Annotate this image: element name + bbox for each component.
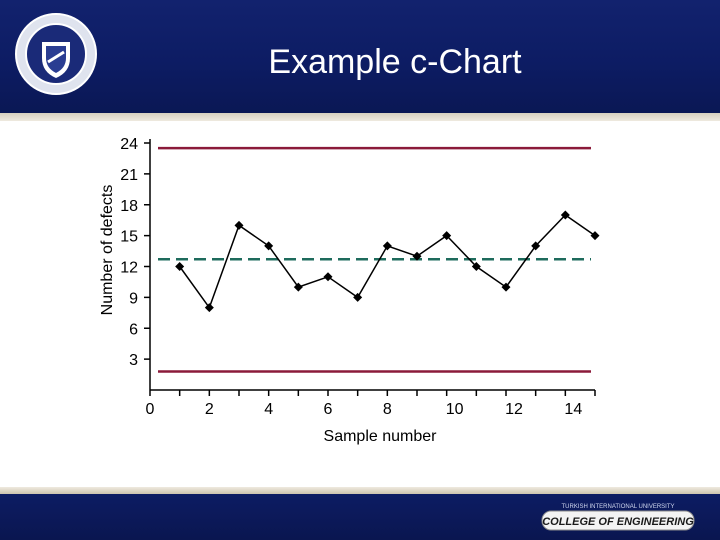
footer-logo-main-text: COLLEGE OF ENGINEERING <box>542 516 694 528</box>
data-point <box>442 231 452 241</box>
x-tick-label: 2 <box>205 401 214 418</box>
y-tick-label: 6 <box>129 321 138 338</box>
control-limit-lines <box>158 146 591 373</box>
college-of-engineering-logo: TURKISH INTERNATIONAL UNIVERSITY COLLEGE… <box>541 504 695 531</box>
data-point <box>590 231 600 241</box>
data-point <box>412 251 422 261</box>
x-tick-label: 8 <box>383 401 392 418</box>
slide-header <box>0 0 720 117</box>
data-point <box>531 241 541 251</box>
x-tick-label: 14 <box>564 401 582 418</box>
y-tick-label: 24 <box>120 136 138 153</box>
series-line <box>179 214 596 310</box>
y-tick-label: 12 <box>120 260 138 277</box>
y-axis-title: Number of defects <box>99 185 116 316</box>
data-point <box>264 241 274 251</box>
header-divider <box>0 113 720 121</box>
data-point <box>560 210 570 220</box>
y-tick-label: 15 <box>120 229 138 246</box>
y-tick-label: 21 <box>120 167 138 184</box>
slide-title: Example c-Chart <box>268 43 522 81</box>
data-point <box>175 262 185 271</box>
y-tick-label: 3 <box>129 352 138 369</box>
data-point <box>471 262 481 271</box>
footer-divider <box>0 487 720 495</box>
y-tick-label: 9 <box>129 290 138 307</box>
data-point <box>323 272 333 282</box>
data-point <box>382 241 392 251</box>
x-tick-label: 12 <box>505 401 523 418</box>
footer-logo-small-text: TURKISH INTERNATIONAL UNIVERSITY <box>561 504 674 510</box>
data-point <box>501 282 511 292</box>
data-point <box>293 282 303 292</box>
data-series <box>175 210 600 313</box>
x-tick-label: 4 <box>264 401 273 418</box>
y-tick-label: 18 <box>120 198 138 215</box>
x-tick-label: 6 <box>324 401 333 418</box>
data-point <box>353 292 363 302</box>
university-seal-icon <box>15 13 97 95</box>
data-point <box>234 220 244 230</box>
x-tick-label: 0 <box>146 401 155 418</box>
data-point <box>204 303 214 313</box>
chart-axes <box>144 139 596 396</box>
x-axis-title: Sample number <box>324 428 438 445</box>
x-tick-label: 10 <box>446 401 464 418</box>
